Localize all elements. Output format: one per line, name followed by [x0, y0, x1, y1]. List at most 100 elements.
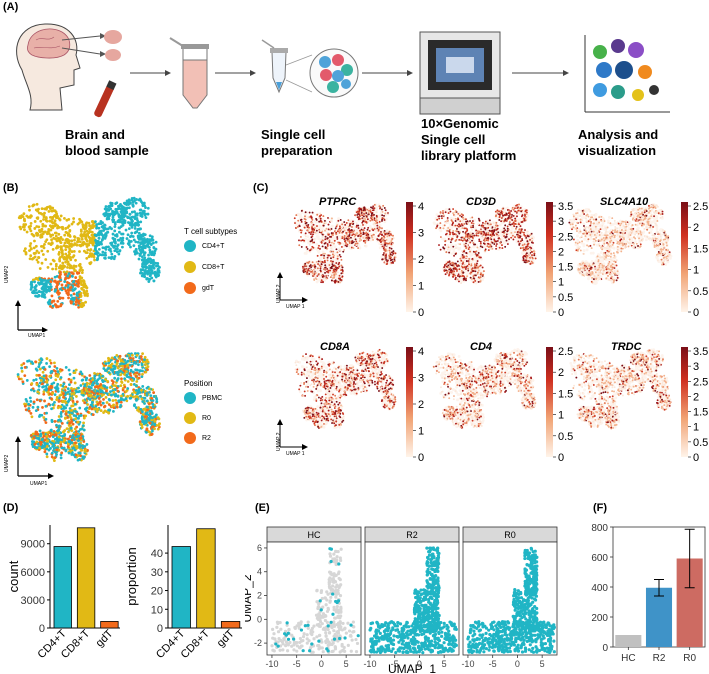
cell-point: [23, 404, 27, 408]
cell-point: [307, 229, 310, 232]
cell-point: [54, 378, 58, 382]
cell-point: [348, 246, 352, 250]
cell-point: [313, 279, 316, 281]
cell-point: [317, 272, 320, 275]
colorbar-tick-label: 1: [418, 281, 424, 293]
cell-point: [355, 228, 359, 232]
cell-point: [294, 222, 296, 224]
cell-point: [139, 200, 143, 204]
feature-plot: [432, 203, 537, 285]
cell-point: [50, 407, 53, 411]
cell-point: [95, 223, 99, 226]
cell-point: [141, 372, 144, 376]
cell-point: [339, 234, 343, 238]
cell-point: [29, 221, 33, 225]
cell-point: [45, 357, 49, 360]
cell-point: [43, 207, 47, 211]
cell-point: [123, 358, 127, 362]
cell-point: [59, 236, 63, 239]
cell-point: [56, 244, 59, 248]
cell-point: [352, 233, 355, 236]
cell-point: [310, 231, 313, 234]
cell-point: [367, 220, 370, 223]
cell-point: [31, 445, 35, 449]
cell-point: [343, 235, 346, 237]
cell-point: [329, 250, 332, 253]
cell-point: [72, 217, 76, 220]
cell-point: [351, 222, 353, 225]
cell-point: [72, 264, 76, 268]
cell-point: [352, 247, 355, 249]
cell-point: [33, 239, 36, 243]
cell-point: [382, 204, 385, 207]
cell-point: [116, 370, 120, 374]
cell-point: [298, 239, 300, 242]
cell-point: [510, 225, 514, 229]
cell-point: [86, 403, 89, 406]
cell-point: [58, 291, 61, 295]
cell-point: [335, 233, 338, 235]
cell-point: [93, 233, 97, 237]
cell-point: [75, 445, 79, 448]
cell-point: [77, 439, 80, 443]
cell-point: [315, 218, 318, 221]
cell-point: [386, 260, 389, 263]
cell-point: [146, 368, 149, 372]
cell-point: [308, 272, 311, 275]
cell-point: [372, 229, 375, 232]
cell-point: [310, 266, 313, 269]
cell-point: [141, 261, 145, 265]
cell-point: [143, 245, 146, 249]
cell-point: [126, 360, 129, 363]
cell-point: [45, 377, 48, 381]
cell-point: [309, 270, 312, 273]
cell-point: [70, 420, 74, 424]
cell-point: [319, 260, 322, 263]
cell-point: [22, 212, 26, 216]
cell-point: [81, 399, 85, 403]
cell-point: [40, 244, 43, 248]
cell-point: [77, 454, 80, 457]
cell-point: [120, 205, 123, 208]
cell-point: [372, 238, 374, 241]
cell-point: [343, 248, 346, 251]
cell-point: [87, 388, 91, 392]
cell-point: [125, 370, 128, 373]
cell-point: [146, 212, 150, 216]
cell-point: [121, 241, 125, 245]
cell-point: [373, 221, 376, 224]
cell-point: [316, 235, 320, 239]
cell-point: [61, 384, 65, 388]
cell-point: [336, 271, 339, 274]
cell-point: [95, 226, 98, 230]
cell-point: [372, 217, 375, 220]
cell-point: [69, 416, 73, 420]
cell-point: [489, 225, 493, 229]
cell-point: [28, 208, 31, 212]
cell-point: [368, 229, 371, 232]
cell-point: [49, 361, 53, 365]
cell-point: [139, 220, 143, 224]
cell-point: [393, 260, 396, 263]
cell-point: [300, 245, 303, 248]
cell-point: [48, 374, 52, 378]
cell-point: [151, 241, 155, 245]
cell-point: [69, 256, 72, 260]
cell-point: [73, 283, 77, 287]
cell-point: [46, 431, 50, 435]
cell-point: [106, 379, 110, 383]
step-line: Brain and: [65, 127, 125, 142]
cell-point: [360, 239, 363, 241]
cell-point: [143, 415, 147, 419]
cell-point: [108, 225, 112, 229]
cell-point: [42, 385, 45, 388]
cell-point: [150, 250, 154, 254]
cell-point: [76, 420, 80, 424]
cell-point: [111, 399, 115, 402]
cell-point: [96, 378, 100, 382]
cell-point: [67, 397, 71, 401]
cell-point: [337, 217, 341, 221]
cell-point: [350, 231, 353, 234]
cell-point: [329, 276, 332, 279]
cell-point: [68, 383, 71, 386]
